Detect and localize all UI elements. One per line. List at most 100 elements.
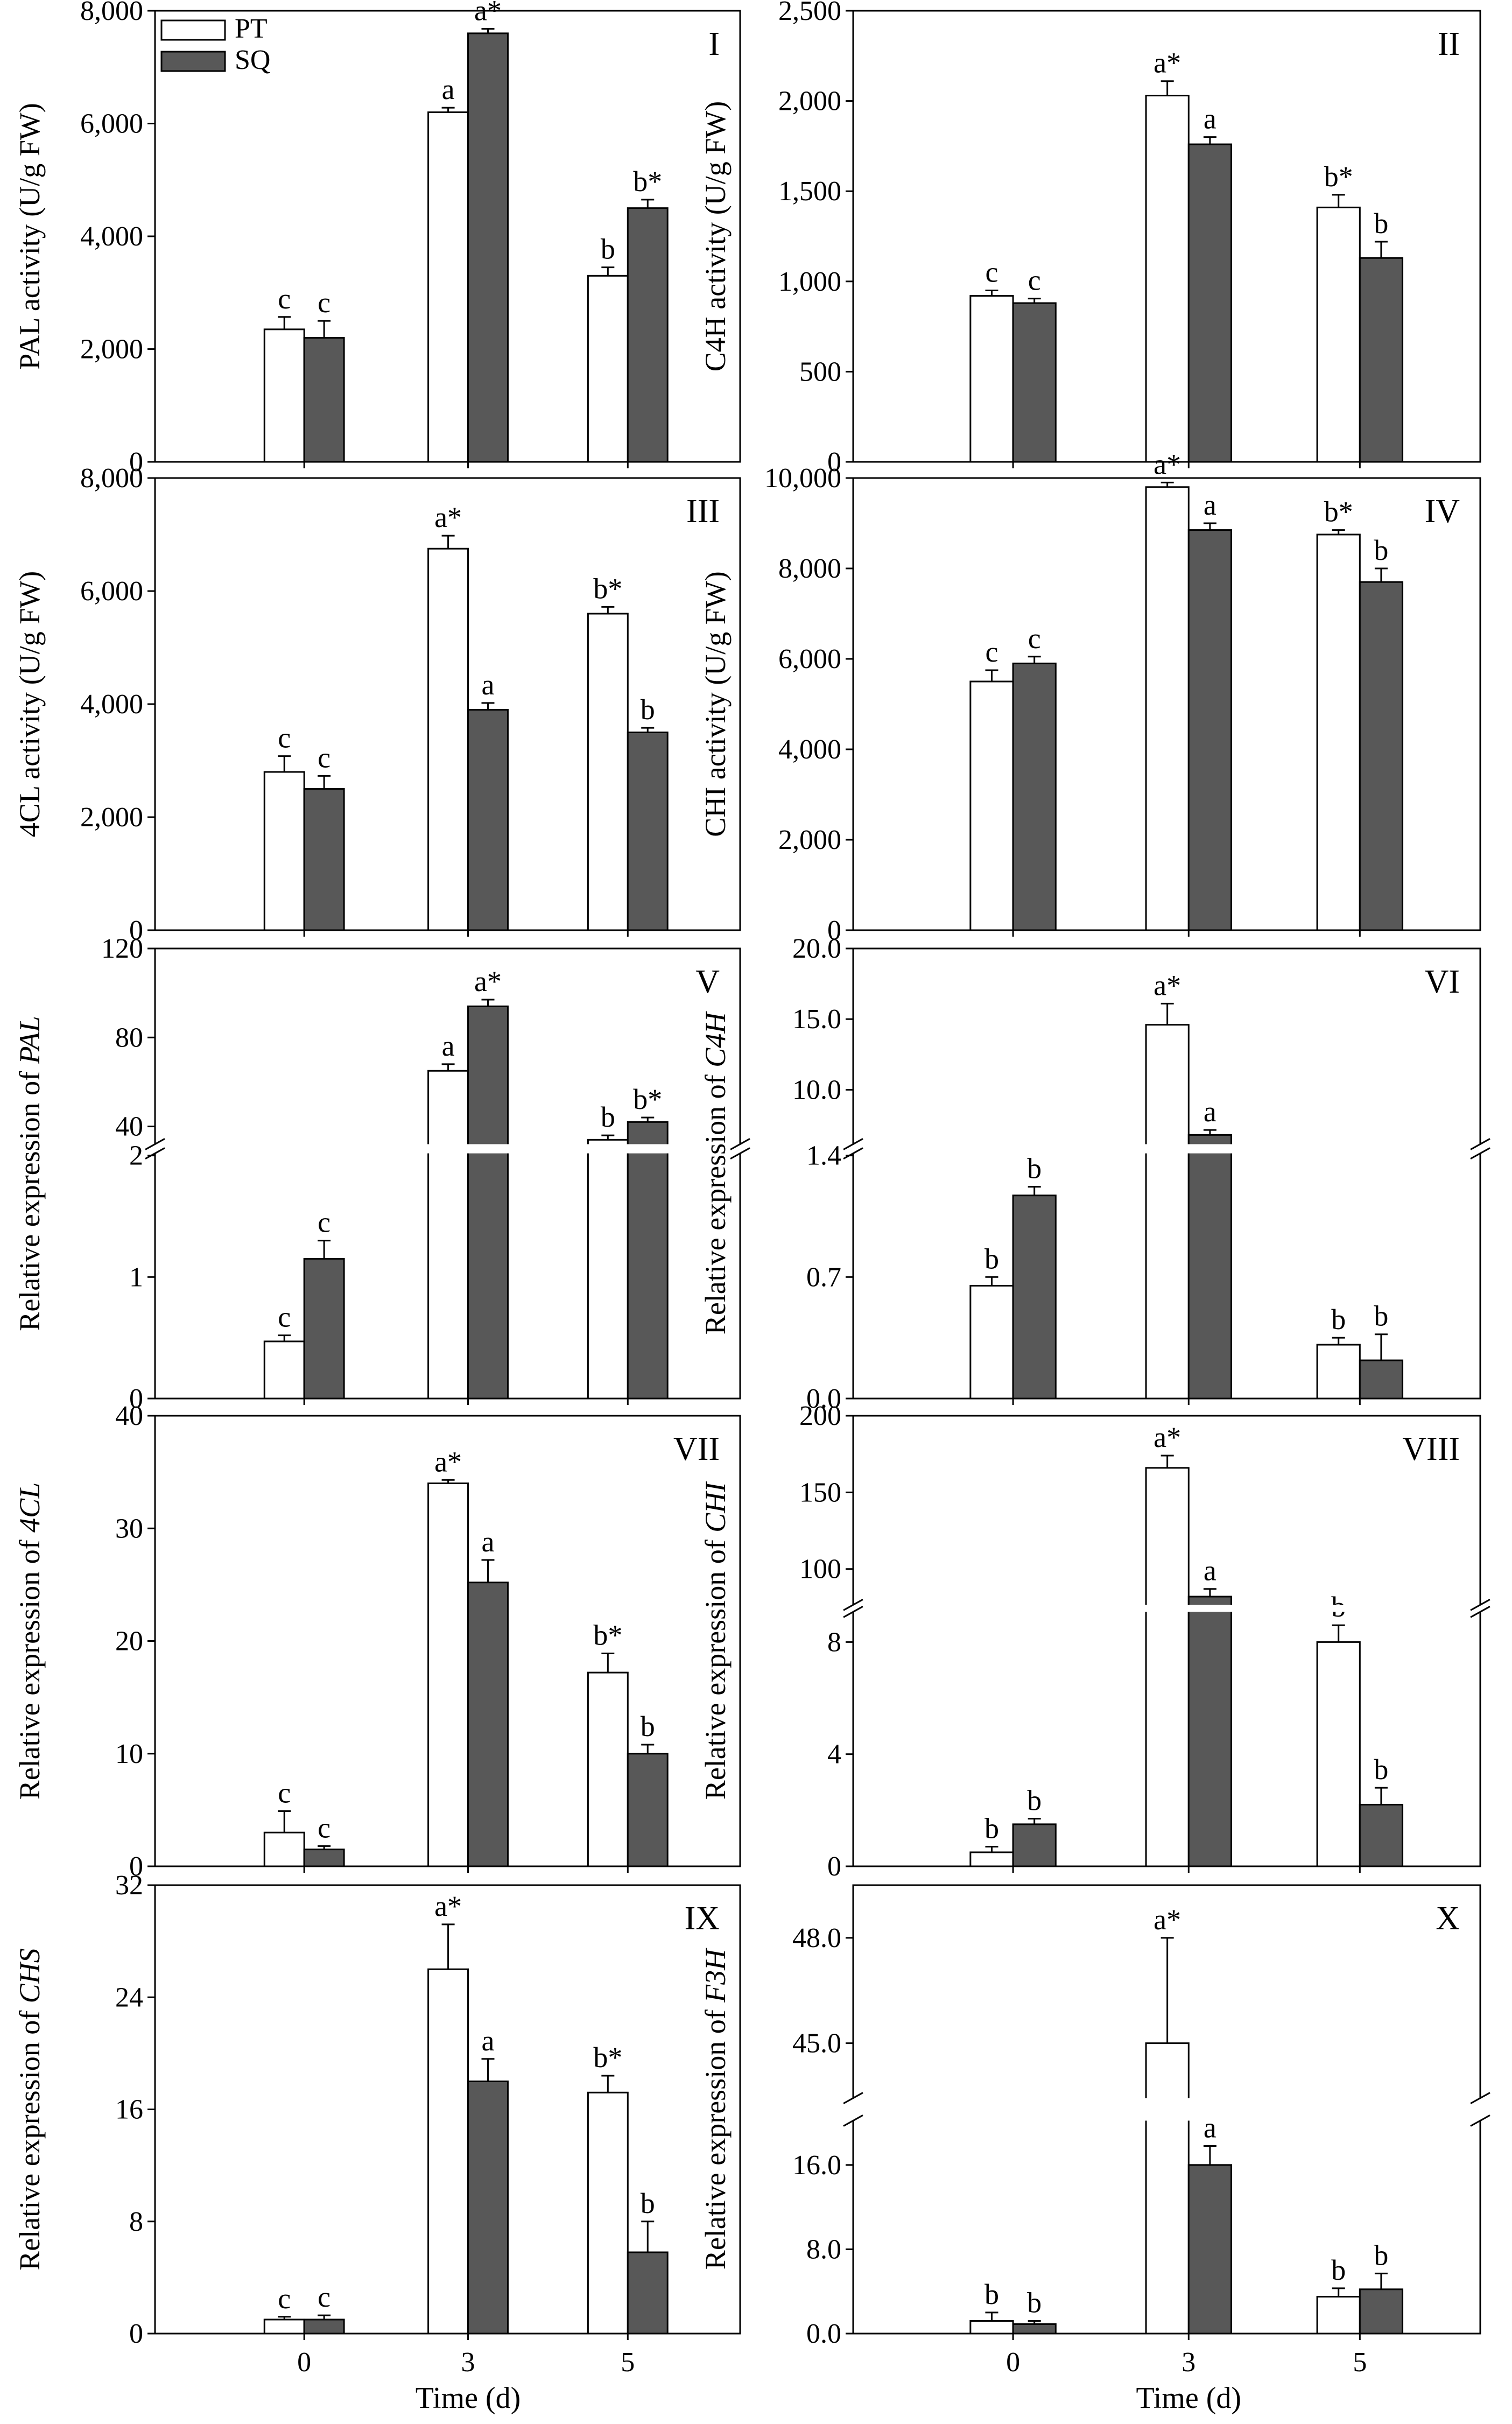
panel-ii-ytick-label: 2,500 xyxy=(778,0,841,26)
panel-x-ytick-label: 8.0 xyxy=(806,2234,841,2265)
panel-iii-significance-letter: c xyxy=(318,741,330,774)
panel-v-ylabel-gene: PAL xyxy=(13,1016,46,1064)
panel-i-significance-letter: b xyxy=(601,233,615,265)
panel-x-xlabel: Time (d) xyxy=(1136,2381,1242,2415)
panel-vii-ytick-label: 20 xyxy=(115,1626,143,1657)
panel-viii-ytick-label: 4 xyxy=(827,1739,841,1770)
panel-ix-xtick-label: 0 xyxy=(297,2347,311,2378)
panel-x-xtick-label: 0 xyxy=(1006,2347,1020,2378)
panel-i-ytick-label: 6,000 xyxy=(80,109,143,139)
panel-vii-chart: 0 10 20 30 40 c a* b* c a b VII xyxy=(115,1401,741,1882)
panel-ii-ytick-label: 500 xyxy=(799,356,841,387)
panel-viii-bar-pt-3 xyxy=(1145,1467,1190,1867)
panel-x-bar-sq-0 xyxy=(1012,2323,1057,2335)
panel-iv-significance-letter: c xyxy=(985,636,998,668)
panel-i-bar-sq-3 xyxy=(467,32,509,463)
panel-vii-numeral: VII xyxy=(673,1431,720,1467)
panel-vi-ytick-label: 10.0 xyxy=(792,1074,841,1105)
panel-iii-significance-letter: c xyxy=(278,722,291,754)
panel-ii-chart: 0 500 1,000 1,500 2,000 2,500 c a* b* c a b II xyxy=(778,0,1481,477)
panel-i-bar-sq-5 xyxy=(627,207,669,463)
panel-iv-ytick-label: 8,000 xyxy=(778,553,841,584)
panel-iii-significance-letter: b xyxy=(641,693,655,726)
panel-iii-ytick-label: 0 xyxy=(129,915,143,946)
panel-v-ytick-label: 40 xyxy=(115,1112,143,1142)
panel-ix-ylabel-gene: CHS xyxy=(13,1948,46,2003)
panel-iii-bar-sq-0 xyxy=(303,788,345,931)
panel-ii-significance-letter: c xyxy=(985,256,998,289)
panel-x-significance-letter: b xyxy=(1374,2239,1388,2271)
panel-vi-significance-letter: b xyxy=(984,1242,999,1275)
panel-iii-ytick-label: 2,000 xyxy=(80,802,143,833)
panel-vi-significance-letter: a* xyxy=(1154,969,1181,1001)
panel-viii-axis-break-gap xyxy=(850,1605,1483,1612)
panel-vi-ytick-label: 0.7 xyxy=(806,1262,841,1292)
panel-v-bar-pt-3 xyxy=(427,1070,469,1400)
panel-vi-axis-break-mark xyxy=(843,1147,863,1160)
panel-ii-bar-sq-0 xyxy=(1012,302,1057,463)
panel-vii-bar-sq-5 xyxy=(627,1753,669,1867)
panel-vi-bar-sq-3 xyxy=(1187,1134,1232,1400)
panel-i-ytick-label: 0 xyxy=(129,447,143,477)
panel-ii-bar-pt-5 xyxy=(1316,206,1361,463)
panel-vi-axis-break-mark xyxy=(843,1138,863,1150)
panel-viii-significance-letter: b xyxy=(1374,1753,1388,1786)
panel-v-ytick-label: 0 xyxy=(129,1383,143,1414)
panel-i-ytick-label: 2,000 xyxy=(80,334,143,365)
panel-vii-bar-sq-3 xyxy=(467,1582,509,1867)
panel-x-axis-break-mark xyxy=(843,2114,863,2127)
panel-x-xtick-label: 5 xyxy=(1353,2347,1367,2378)
panel-ii-bar-pt-0 xyxy=(969,295,1014,463)
panel-vii-bar-pt-5 xyxy=(587,1671,629,1867)
panel-viii-bar-sq-5 xyxy=(1359,1803,1404,1867)
panel-ix-bar-sq-0 xyxy=(303,2318,345,2335)
panel-v-significance-letter: c xyxy=(318,1206,330,1239)
panel-ii-ytick-label: 1,500 xyxy=(778,176,841,207)
panel-v-ytick-label: 80 xyxy=(115,1022,143,1053)
panel-viii-axis-break-mark xyxy=(1470,1599,1490,1611)
panel-vii-significance-letter: a* xyxy=(434,1445,462,1478)
panel-iii-numeral: III xyxy=(686,493,720,530)
panel-vi-bar-pt-0 xyxy=(969,1284,1014,1400)
panel-viii-ytick-label: 8 xyxy=(827,1627,841,1657)
panel-iii-ylabel: 4CL activity (U/g FW) xyxy=(13,571,46,837)
panel-v-axis-break-mark xyxy=(730,1138,750,1150)
panel-iv-ytick-label: 0 xyxy=(827,915,841,946)
panel-x-bar-pt-3 xyxy=(1145,2042,1190,2335)
panel-x-significance-letter: b xyxy=(1027,2287,1042,2319)
panel-vi-ytick-label: 20.0 xyxy=(792,933,841,964)
panel-iii-bar-sq-3 xyxy=(467,709,509,931)
panel-viii-significance-letter: b xyxy=(984,1812,999,1845)
panel-x-axis-break-mark xyxy=(843,2092,863,2104)
panel-ix-significance-letter: c xyxy=(278,2282,291,2315)
panel-vii-bar-sq-0 xyxy=(303,1849,345,1867)
panel-ii-ytick-label: 0 xyxy=(827,447,841,477)
panel-i-significance-letter: b* xyxy=(633,165,662,198)
panel-i-ytick-label: 4,000 xyxy=(80,221,143,252)
panel-iii-bar-pt-0 xyxy=(263,771,305,931)
panel-viii-axis-break-mark xyxy=(843,1605,863,1618)
panel-ix-chart: 0 8 16 24 32 c a* b* c a b IX 0 3 5 Time (d) xyxy=(115,1870,741,2415)
panel-v-significance-letter: b* xyxy=(633,1083,662,1115)
panel-ix-ylabel: Relative expression of CHS xyxy=(13,1948,46,2270)
panel-ix-significance-letter: b* xyxy=(593,2041,622,2074)
panel-vi-bar-pt-5 xyxy=(1316,1344,1361,1400)
panel-vii-ylabel-gene: 4CL xyxy=(13,1482,46,1533)
panel-iv-significance-letter: b xyxy=(1374,534,1388,566)
panel-v-bar-sq-0 xyxy=(303,1257,345,1400)
panel-vi-ytick-label: 0.0 xyxy=(806,1383,841,1414)
panel-vii-ytick-label: 40 xyxy=(115,1401,143,1431)
panel-v-chart: 0 1 240 80 120 c a b c a* b* V xyxy=(101,933,750,1414)
panel-vi-bar-sq-5 xyxy=(1359,1359,1404,1400)
panel-v-bar-sq-5 xyxy=(627,1121,669,1400)
panel-vi-numeral: VI xyxy=(1425,964,1460,1000)
panel-vi-significance-letter: a xyxy=(1204,1095,1216,1128)
panel-ii-significance-letter: c xyxy=(1028,264,1041,297)
panel-iii-significance-letter: a* xyxy=(434,501,462,533)
panel-viii-ytick-label: 0 xyxy=(827,1851,841,1882)
panel-iv-ytick-label: 10,000 xyxy=(764,463,841,494)
panel-x-ylabel-gene: F3H xyxy=(699,1948,732,2003)
